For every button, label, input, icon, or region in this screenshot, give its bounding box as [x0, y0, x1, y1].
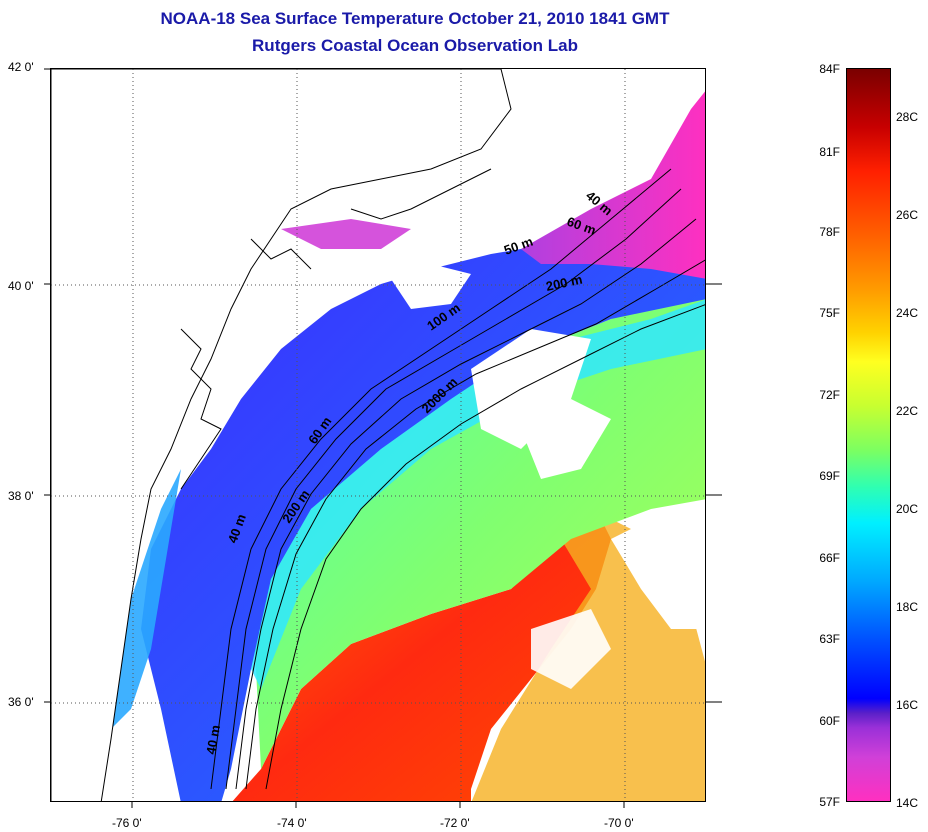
colorbar-f-66: 66F	[819, 551, 840, 565]
cold-water-northeast	[521, 91, 705, 279]
isobath-2000m	[265, 304, 705, 790]
colorbar-f-57: 57F	[819, 795, 840, 809]
cloud-gap-2	[521, 399, 611, 479]
colorbar-c-14: 14C	[896, 796, 919, 810]
cloud-gap-4	[531, 609, 611, 689]
colorbar-f-60: 60F	[819, 714, 840, 728]
colorbar-f-75: 75F	[819, 306, 840, 320]
gulf-stream-warm-water	[232, 499, 611, 801]
isobath-60m	[225, 188, 682, 790]
colorbar-c-26: 26C	[896, 208, 919, 222]
isobath-200m	[245, 259, 705, 790]
lon-label-76: -76 0'	[112, 816, 142, 830]
cold-water-longisland	[281, 219, 411, 249]
map-subtitle: Rutgers Coastal Ocean Observation Lab	[252, 36, 578, 55]
chesapeake-bay-water	[111, 469, 181, 729]
colorbar-f-78: 78F	[819, 225, 840, 239]
colorbar-c-20: 20C	[896, 502, 919, 516]
cloud-gap-1	[471, 329, 591, 449]
temperature-colorbar	[846, 68, 891, 802]
contour-label-200m-ne: 200 m	[545, 272, 584, 294]
colorbar-c-22: 22C	[896, 404, 919, 418]
colorbar-c-18: 18C	[896, 600, 919, 614]
colorbar-c-24: 24C	[896, 306, 919, 320]
colorbar-f-81: 81F	[819, 145, 840, 159]
colorbar-f-63: 63F	[819, 632, 840, 646]
isobath-100m	[235, 218, 697, 790]
lat-label-38: 38 0'	[8, 489, 34, 503]
lat-label-42: 42 0'	[8, 60, 34, 74]
lon-label-70: -70 0'	[604, 816, 634, 830]
shelf-cool-water	[141, 219, 705, 801]
colorbar-c-16: 16C	[896, 698, 919, 712]
cloud-gap-3	[611, 499, 705, 629]
lat-label-40: 40 0'	[8, 279, 34, 293]
graticule	[51, 69, 705, 801]
isobath-40m	[210, 168, 672, 790]
contour-label-40m-south: 40 m	[203, 724, 223, 756]
lon-label-72: -72 0'	[440, 816, 470, 830]
colorbar-f-84: 84F	[819, 62, 840, 76]
sst-map-canvas: 40 m 60 m 50 m 200 m 100 m 2000 m 60 m 2…	[51, 69, 705, 801]
sst-map[interactable]: 40 m 60 m 50 m 200 m 100 m 2000 m 60 m 2…	[50, 68, 706, 802]
cloud-gap-5	[351, 164, 501, 219]
cloud-gap-6	[391, 264, 471, 309]
map-title: NOAA-18 Sea Surface Temperature October …	[160, 9, 670, 28]
land-mass	[51, 69, 512, 801]
lat-label-36: 36 0'	[8, 695, 34, 709]
coastline-detail	[180, 168, 492, 490]
lon-label-74: -74 0'	[277, 816, 307, 830]
colorbar-f-72: 72F	[819, 388, 840, 402]
colorbar-f-69: 69F	[819, 469, 840, 483]
colorbar-c-28: 28C	[896, 110, 919, 124]
